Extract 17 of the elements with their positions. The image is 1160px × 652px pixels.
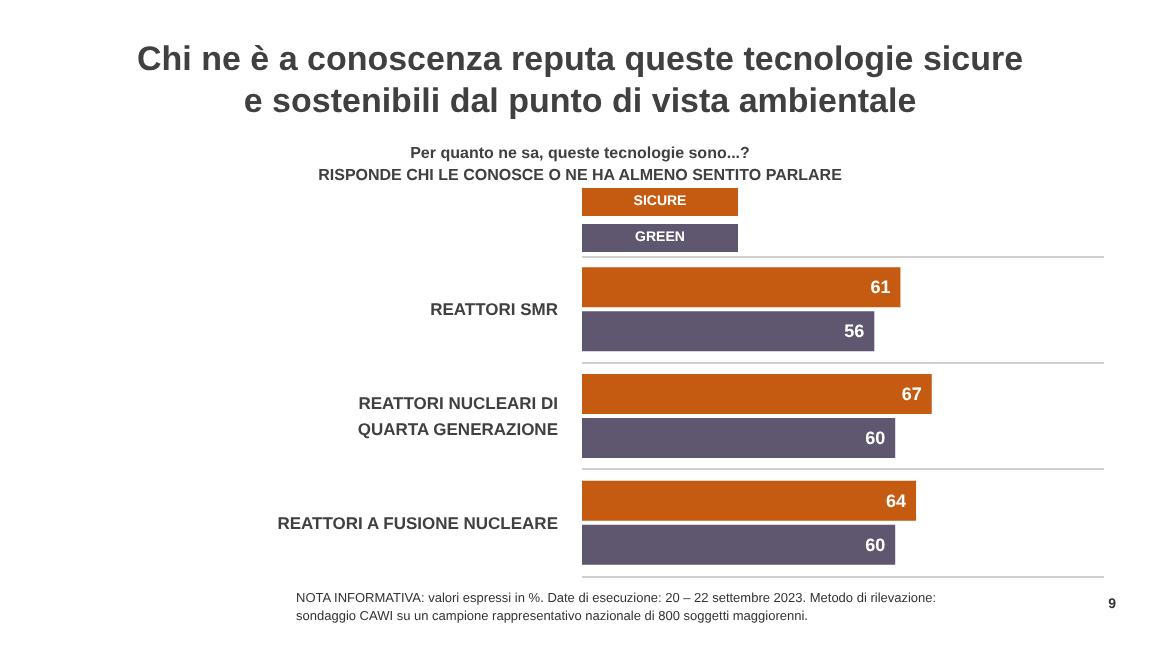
data-label: 61 bbox=[870, 277, 891, 298]
data-label: 64 bbox=[886, 490, 907, 511]
chart-subtitle: Per quanto ne sa, queste tecnologie sono...? RISPONDE CHI LE CONOSCE O NE HA ALMENO SENTITO PARLARE bbox=[318, 144, 844, 184]
y-tick-label: REATTORI NUCLEARI DI QUARTA GENERAZIONE bbox=[357, 393, 559, 439]
y-tick-label: REATTORI SMR bbox=[430, 299, 558, 320]
chart-title: Chi ne è a conoscenza reputa queste tecnologie sicure e sostenibili dal punto di vista ambientale bbox=[136, 40, 1024, 120]
y-tick-label: REATTORI A FUSIONE NUCLEARE bbox=[277, 512, 559, 533]
bar bbox=[582, 311, 875, 352]
data-label: 67 bbox=[901, 384, 922, 404]
data-label: 60 bbox=[865, 428, 886, 448]
bar bbox=[582, 418, 896, 458]
bar bbox=[582, 374, 932, 414]
bar bbox=[582, 524, 896, 565]
data-label: 60 bbox=[865, 534, 886, 555]
bar bbox=[582, 480, 917, 521]
data-label: 56 bbox=[844, 321, 865, 342]
bar bbox=[582, 267, 901, 308]
